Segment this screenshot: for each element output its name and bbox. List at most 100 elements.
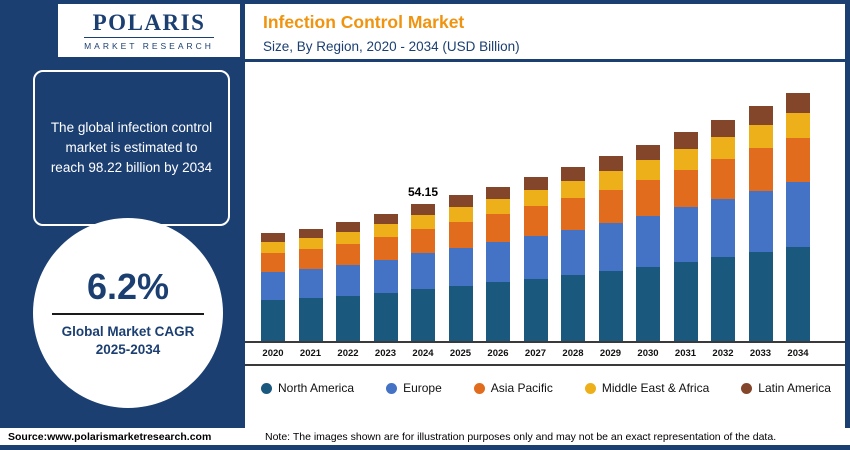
bar-segment-middle-east-africa — [373, 224, 398, 237]
bar-segment-middle-east-africa — [636, 160, 660, 181]
bar-segment-north-america — [336, 295, 360, 341]
bar-segment-latin-america — [373, 214, 398, 225]
x-tick-label: 2032 — [712, 348, 734, 359]
bar-2031 — [673, 65, 698, 341]
bar-2020 — [261, 65, 285, 341]
bar-2025 — [448, 65, 473, 341]
market-estimate-text: The global infection control market is e… — [50, 119, 213, 176]
bar-2033 — [748, 65, 773, 341]
x-tick-label: 2028 — [562, 348, 584, 359]
bar-segment-north-america — [448, 285, 473, 341]
bar-segment-asia-pacific — [373, 236, 398, 260]
legend-label-europe: Europe — [403, 381, 442, 395]
bar-2027 — [523, 65, 548, 341]
legend-dot-asia-pacific — [473, 382, 485, 394]
legend-label-asia-pacific: Asia Pacific — [490, 381, 553, 395]
legend-dot-north-america — [261, 382, 272, 394]
bar-segment-asia-pacific — [636, 180, 660, 216]
x-tick-label: 2021 — [299, 348, 322, 359]
legend-item-europe: Europe — [386, 381, 442, 395]
bar-segment-europe — [411, 253, 435, 289]
bar-segment-europe — [298, 269, 323, 299]
legend-dot-latin-america — [741, 382, 753, 394]
bar-segment-latin-america — [261, 233, 285, 243]
x-tick-label: 2033 — [749, 348, 772, 359]
bar-segment-europe — [336, 265, 360, 296]
bar-segment-latin-america — [636, 144, 660, 161]
bar-annotation: 54.15 — [407, 185, 439, 200]
bar-segment-latin-america — [561, 167, 585, 181]
bar-segment-europe — [561, 229, 585, 275]
bar-segment-asia-pacific — [336, 243, 360, 266]
legend-item-asia-pacific: Asia Pacific — [473, 381, 553, 395]
bar-segment-middle-east-africa — [261, 242, 285, 253]
bar-segment-latin-america — [711, 119, 735, 138]
bar-segment-latin-america — [786, 93, 810, 114]
x-tick-label: 2027 — [524, 348, 547, 359]
bar-segment-middle-east-africa — [298, 237, 323, 249]
bar-segment-middle-east-africa — [673, 148, 698, 170]
x-tick-label: 2023 — [374, 348, 397, 359]
brand-logo: POLARIS MARKET RESEARCH — [58, 4, 240, 57]
bar-segment-europe — [711, 199, 735, 257]
bar-segment-europe — [748, 190, 773, 252]
sidebar: POLARIS MARKET RESEARCH The global infec… — [0, 0, 245, 450]
bar-2022 — [336, 65, 360, 341]
chart-subtitle: Size, By Region, 2020 - 2034 (USD Billio… — [263, 39, 520, 54]
bar-segment-north-america — [411, 289, 435, 341]
bar-2028 — [561, 65, 585, 341]
bar-segment-europe — [673, 207, 698, 262]
disclaimer-note: Note: The images shown are for illustrat… — [265, 431, 777, 443]
legend-item-latin-america: Latin America — [741, 381, 831, 395]
x-tick-label: 2029 — [599, 348, 622, 359]
cagr-badge: 6.2% Global Market CAGR 2025-2034 — [33, 218, 223, 408]
bar-segment-europe — [486, 242, 510, 283]
bar-segment-middle-east-africa — [748, 124, 773, 149]
cagr-value: 6.2% — [86, 265, 170, 307]
bar-segment-north-america — [373, 292, 398, 341]
bar-segment-middle-east-africa — [561, 180, 585, 199]
bar-segment-middle-east-africa — [786, 113, 810, 138]
bar-2023 — [373, 65, 398, 341]
x-tick-label: 2026 — [487, 348, 509, 359]
bar-segment-asia-pacific — [711, 159, 735, 200]
bar-segment-north-america — [561, 274, 585, 341]
cagr-label-line2: 2025-2034 — [95, 341, 161, 357]
bar-segment-asia-pacific — [673, 169, 698, 208]
brand-logo-wordmark: POLARIS — [92, 9, 206, 35]
x-axis: 2020 2021 2022 2023 2024 2025 2026 2027 2028 2029… — [245, 341, 845, 366]
bar-segment-north-america — [673, 261, 698, 341]
bar-segment-middle-east-africa — [486, 199, 510, 215]
chart-header: Infection Control Market Size, By Region… — [245, 4, 845, 62]
footer-strip: Source:www.polarismarketresearch.com Not… — [0, 428, 850, 450]
chart-title: Infection Control Market — [263, 12, 465, 32]
x-tick-label: 2024 — [412, 348, 434, 359]
bar-segment-europe — [636, 215, 660, 267]
bar-segment-europe — [786, 182, 810, 247]
bar-segment-latin-america — [448, 195, 473, 207]
bar-segment-latin-america — [298, 228, 323, 238]
brand-logo-subtitle: MARKET RESEARCH — [84, 36, 214, 51]
x-tick-label: 2025 — [449, 348, 472, 359]
chart-panel: Infection Control Market Size, By Region… — [245, 4, 845, 428]
bar-2021 — [298, 65, 323, 341]
x-tick-label: 2031 — [674, 348, 697, 359]
bar-2026 — [486, 65, 510, 341]
bar-segment-north-america — [748, 251, 773, 341]
bar-segment-north-america — [711, 256, 735, 341]
bar-segment-north-america — [786, 246, 810, 341]
bar-segment-latin-america — [673, 132, 698, 149]
bar-segment-middle-east-africa — [598, 171, 623, 190]
bar-segment-latin-america — [411, 204, 435, 216]
bar-segment-europe — [448, 247, 473, 286]
bar-segment-asia-pacific — [411, 228, 435, 254]
bar-segment-asia-pacific — [561, 198, 585, 230]
bar-segment-asia-pacific — [598, 189, 623, 223]
market-estimate-callout: The global infection control market is e… — [33, 70, 230, 226]
bar-segment-latin-america — [523, 176, 548, 191]
source-text: Source:www.polarismarketresearch.com — [8, 431, 212, 443]
cagr-divider — [52, 312, 204, 315]
bar-2034 — [786, 65, 810, 341]
bar-segment-middle-east-africa — [336, 231, 360, 244]
x-tick-label: 2020 — [262, 348, 284, 359]
